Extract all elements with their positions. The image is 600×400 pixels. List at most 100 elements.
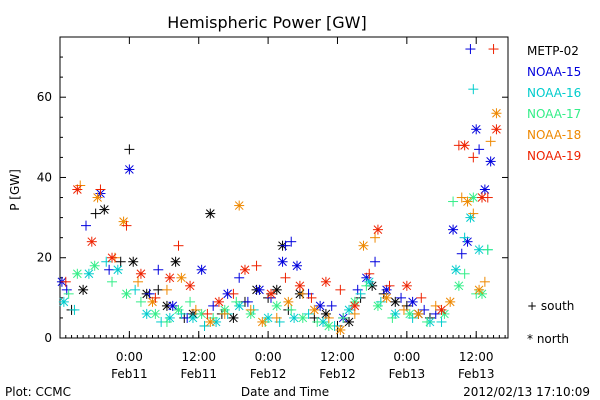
point-north <box>78 284 89 295</box>
point-north <box>364 276 375 287</box>
marker-d2 <box>448 225 458 234</box>
marker-d2 <box>272 301 282 311</box>
point-south <box>459 268 470 279</box>
point-south <box>384 280 395 291</box>
point-south <box>90 208 101 219</box>
marker-d2 <box>278 257 287 267</box>
marker-d2 <box>188 313 198 323</box>
point-south <box>370 232 381 243</box>
point-south <box>61 284 72 295</box>
point-south <box>297 288 308 299</box>
marker-d2 <box>142 309 152 319</box>
legend-entry: METP-02 <box>527 44 579 58</box>
point-north <box>72 184 83 195</box>
legend-entry: NOAA-16 <box>527 86 581 100</box>
point-north <box>335 324 346 335</box>
marker-d2 <box>463 197 472 206</box>
point-north <box>292 260 303 271</box>
marker-d2 <box>151 309 160 319</box>
marker-d2 <box>168 301 178 311</box>
marker-d2 <box>255 285 264 295</box>
point-south <box>69 304 80 315</box>
point-north <box>407 296 418 307</box>
point-north <box>124 164 135 175</box>
point-south <box>468 152 479 163</box>
point-south <box>430 300 441 311</box>
point-north <box>234 300 245 311</box>
point-north <box>390 308 401 319</box>
point-south <box>396 292 407 303</box>
marker-d2 <box>344 317 354 327</box>
footer-timestamp: 2012/02/13 17:10:09 <box>463 385 590 399</box>
point-north <box>358 240 369 251</box>
marker-d2 <box>234 201 244 210</box>
point-south <box>161 284 172 295</box>
point-north <box>128 256 139 267</box>
point-south <box>231 296 242 307</box>
data-points <box>56 44 502 335</box>
point-north <box>349 300 360 311</box>
marker-d2 <box>471 124 481 134</box>
marker-d2 <box>266 289 276 299</box>
point-north <box>413 308 424 319</box>
point-north <box>476 192 487 203</box>
point-south <box>150 292 161 303</box>
marker-d2 <box>460 141 469 150</box>
marker-d2 <box>454 281 464 291</box>
marker-d2 <box>185 281 195 291</box>
point-south <box>364 268 375 279</box>
marker-d2 <box>440 309 449 319</box>
point-north <box>344 304 355 315</box>
point-north <box>462 196 473 207</box>
point-south <box>468 84 479 95</box>
marker-d2 <box>257 317 267 327</box>
x-tick-label-date: Feb12 <box>319 367 356 381</box>
point-north <box>205 208 216 219</box>
marker-d2 <box>373 301 383 311</box>
marker-d2 <box>451 265 461 275</box>
point-south <box>416 292 427 303</box>
marker-d2 <box>223 289 232 299</box>
marker-d2 <box>480 185 490 194</box>
point-south <box>436 316 447 327</box>
x-tick-label-date: Feb13 <box>389 367 426 381</box>
marker-d2 <box>321 309 331 319</box>
point-north <box>254 284 265 295</box>
point-south <box>101 256 112 267</box>
point-south <box>60 276 71 287</box>
point-south <box>488 44 499 55</box>
point-north <box>491 108 502 119</box>
point-north <box>277 256 288 267</box>
y-tick-label: 60 <box>37 90 52 104</box>
point-north <box>176 272 187 283</box>
footer-plot-credit: Plot: CCMC <box>5 385 71 399</box>
x-tick-label-date: Feb11 <box>111 367 148 381</box>
legend-entry: NOAA-19 <box>527 149 581 163</box>
marker-d2 <box>128 257 138 267</box>
x-tick-label-time: 0:00 <box>393 350 420 364</box>
point-north <box>465 212 476 223</box>
point-north <box>164 272 175 283</box>
point-north <box>401 280 412 291</box>
point-south <box>245 304 256 315</box>
point-south <box>419 304 430 315</box>
point-north <box>187 312 198 323</box>
plot-area <box>59 36 509 339</box>
marker-d2 <box>113 265 123 275</box>
point-north <box>320 276 331 287</box>
point-south <box>274 316 285 327</box>
point-north <box>453 280 464 291</box>
y-tick-label: 0 <box>44 331 52 345</box>
point-south <box>448 196 459 207</box>
point-south <box>115 256 126 267</box>
point-south <box>280 272 291 283</box>
point-south <box>121 220 132 231</box>
marker-d2 <box>309 305 319 315</box>
x-tick-label-time: 12:00 <box>181 350 216 364</box>
point-north <box>271 284 282 295</box>
point-south <box>468 208 479 219</box>
point-north <box>150 308 161 319</box>
point-north <box>471 124 482 135</box>
marker-d2 <box>359 241 368 251</box>
